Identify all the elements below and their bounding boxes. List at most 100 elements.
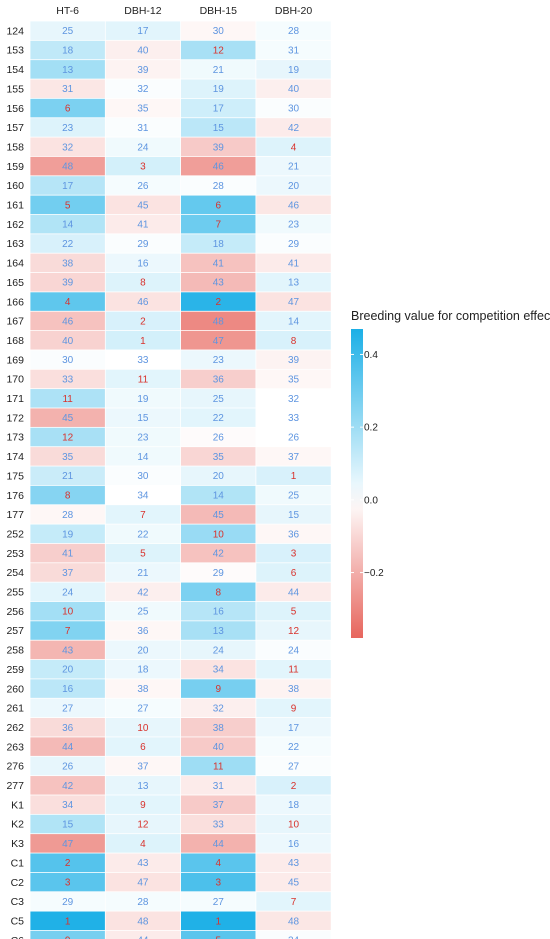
cell-label: 6	[65, 104, 71, 115]
heatmap-cell	[181, 621, 256, 640]
cell-label: 39	[288, 355, 300, 366]
cell-label: 1	[140, 336, 146, 347]
cell-label: 28	[213, 181, 225, 192]
cell-label: 33	[137, 355, 149, 366]
row-header-172: 172	[6, 412, 24, 424]
heatmap-cell	[181, 176, 256, 195]
cell-label: 41	[288, 258, 300, 269]
row-header-255: 255	[6, 587, 24, 599]
cell-label: 27	[213, 897, 225, 908]
cell-label: 13	[288, 278, 300, 289]
heatmap-cell	[105, 369, 181, 389]
cell-label: 23	[137, 433, 149, 444]
cell-label: 8	[215, 587, 221, 598]
cell-label: 7	[140, 510, 146, 521]
cell-label: 35	[213, 452, 225, 463]
cell-label: 26	[137, 181, 149, 192]
heatmap-cell	[30, 640, 105, 660]
heatmap-cell	[181, 369, 256, 389]
heatmap-cell	[256, 601, 331, 621]
cell-label: 46	[62, 316, 74, 327]
cell-label: 15	[137, 413, 149, 424]
cell-label: 45	[137, 200, 149, 211]
heatmap-cell	[105, 234, 181, 253]
colorbar-tick-label: 0.4	[364, 350, 378, 361]
cell-label: 5	[291, 607, 297, 618]
cell-label: 8	[291, 336, 297, 347]
heatmap-cell	[256, 176, 331, 195]
heatmap-cell	[105, 350, 181, 369]
heatmap-cell	[181, 930, 256, 939]
heatmap-cell	[256, 447, 331, 466]
heatmap-cell	[181, 427, 256, 447]
heatmap-cell	[256, 795, 331, 814]
heatmap-cell	[181, 331, 256, 350]
cell-label: 1	[215, 916, 221, 927]
cell-label: 11	[213, 761, 224, 772]
cell-label: 12	[62, 433, 74, 444]
cell-label: 40	[62, 336, 74, 347]
heatmap-cell	[181, 195, 256, 215]
cell-label: 47	[213, 336, 225, 347]
heatmap-cell	[105, 601, 181, 621]
heatmap-cell	[105, 485, 181, 505]
heatmap-cell	[105, 389, 181, 408]
heatmap-cell	[30, 814, 105, 834]
row-header-176: 176	[6, 490, 24, 502]
cell-label: 28	[288, 26, 300, 37]
cell-label: 25	[137, 607, 149, 618]
cell-label: 35	[62, 452, 74, 463]
heatmap-cell	[105, 331, 181, 350]
cell-label: 25	[288, 491, 300, 502]
heatmap-cell	[30, 543, 105, 563]
heatmap-cell	[181, 911, 256, 931]
cell-label: 34	[62, 800, 74, 811]
cell-label: 46	[213, 162, 225, 173]
row-header-155: 155	[6, 83, 24, 95]
cell-label: 45	[213, 510, 225, 521]
row-header-159: 159	[6, 161, 24, 173]
heatmap-cell	[181, 156, 256, 176]
heatmap-cell	[256, 892, 331, 911]
cell-label: 38	[137, 684, 149, 695]
cell-label: 48	[137, 916, 149, 927]
row-header-c5: C5	[11, 915, 25, 927]
heatmap-cell	[105, 892, 181, 911]
row-header-c3: C3	[11, 896, 25, 908]
cell-label: 4	[291, 142, 297, 153]
cell-label: 21	[288, 162, 300, 173]
heatmap-cell	[30, 524, 105, 544]
row-header-c2: C2	[11, 877, 25, 889]
heatmap-cell	[30, 505, 105, 524]
cell-label: 31	[62, 84, 74, 95]
colorbar-tick-label: 0.0	[364, 495, 378, 506]
heatmap-cell	[30, 21, 105, 40]
heatmap-cell	[181, 776, 256, 795]
cell-label: 46	[137, 297, 149, 308]
heatmap-cell	[256, 756, 331, 776]
row-header-254: 254	[6, 567, 24, 579]
heatmap-cell	[30, 756, 105, 776]
cell-label: 21	[213, 65, 225, 76]
heatmap-cell	[30, 60, 105, 79]
cell-label: 4	[65, 297, 71, 308]
heatmap-cell	[256, 292, 331, 311]
heatmap-cell	[181, 698, 256, 718]
heatmap-cell	[256, 485, 331, 505]
heatmap-cell	[105, 195, 181, 215]
heatmap-cell	[105, 79, 181, 98]
heatmap-cell	[256, 698, 331, 718]
row-header-260: 260	[6, 683, 24, 695]
cell-label: 10	[62, 607, 74, 618]
cell-label: 46	[288, 200, 300, 211]
heatmap-cell	[30, 253, 105, 273]
row-header-175: 175	[6, 470, 24, 482]
heatmap-cell	[30, 679, 105, 698]
cell-label: 11	[288, 665, 299, 676]
cell-label: 8	[140, 278, 146, 289]
heatmap-cell	[181, 679, 256, 698]
heatmap-cell	[105, 776, 181, 795]
heatmap-cell	[181, 350, 256, 369]
heatmap-cell	[181, 505, 256, 524]
